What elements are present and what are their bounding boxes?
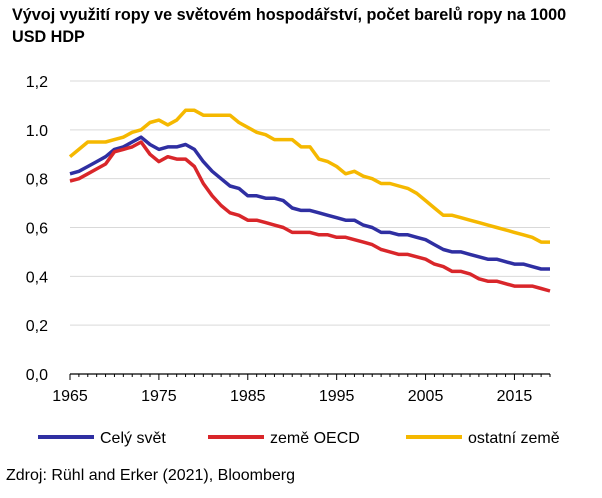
x-tick-label: 2015 (497, 388, 533, 405)
y-tick-label: 1.0 (26, 123, 48, 140)
y-tick-label: 1,2 (26, 74, 48, 91)
series-line (69, 140, 551, 293)
y-tick-label: 0,4 (26, 269, 48, 286)
series-lines (68, 108, 551, 293)
x-tick-label: 1965 (52, 388, 88, 405)
chart-title: Vývoj využití ropy ve světovém hospodářs… (12, 6, 567, 46)
legend: Celý svět země OECD ostatní země (38, 430, 560, 447)
x-tick-label: 2005 (408, 388, 444, 405)
x-tick-label: 1985 (230, 388, 266, 405)
x-tick-label: 1995 (319, 388, 355, 405)
legend-label: ostatní země (468, 430, 560, 447)
y-tick-label: 0,8 (26, 172, 48, 189)
y-axis-ticks: 0,0 0,2 0,4 0,6 0,8 1.0 1,2 (26, 74, 48, 384)
legend-label: země OECD (270, 430, 360, 447)
x-tick-label: 1975 (141, 388, 177, 405)
y-tick-label: 0,6 (26, 221, 48, 238)
y-grid (70, 80, 550, 326)
series-line (68, 108, 550, 244)
y-tick-label: 0,0 (26, 367, 48, 384)
y-tick-label: 0,2 (26, 318, 48, 335)
x-axis: 1965 1975 1985 1995 2005 2015 (52, 373, 551, 405)
source-note: Zdroj: Rühl and Erker (2021), Bloomberg (6, 467, 296, 484)
legend-label: Celý svět (100, 430, 166, 447)
series-line (69, 135, 550, 271)
